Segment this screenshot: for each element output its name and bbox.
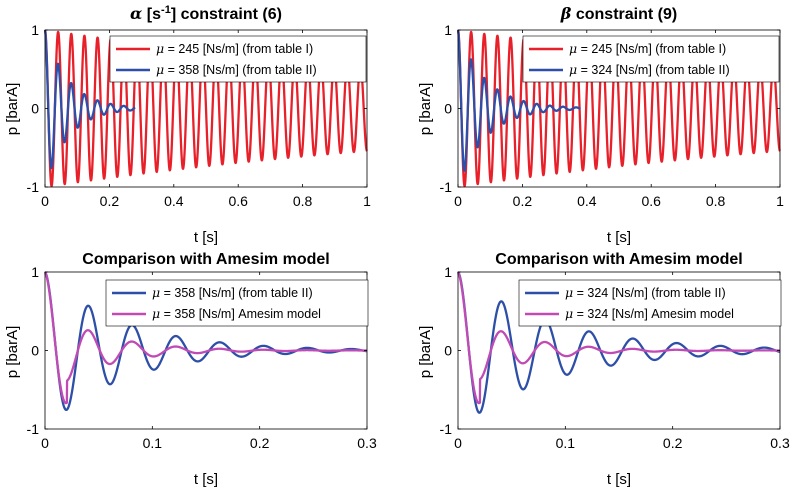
legend: μ = 245 [Ns/m] (from table I) μ = 358 [N… xyxy=(109,35,367,83)
legend-label: = 245 [Ns/m] (from table I) xyxy=(164,42,313,56)
x-tick-label: 0.6 xyxy=(228,193,248,209)
subplot-alpha-constraint: α [s-1] constraint (6) 0 0.2 0.4 0.6 0.8 1-10… xyxy=(4,4,371,246)
chart-title: Comparison with Amesim model xyxy=(495,251,742,268)
y-tick-label: -1 xyxy=(440,421,453,437)
legend-entry: μ = 358 [Ns/m] (from table II) xyxy=(152,285,313,300)
x-axis-label: t [s] xyxy=(607,471,631,488)
x-axis-label: t [s] xyxy=(194,471,218,488)
legend-label: = 324 [Ns/m] Amesim model xyxy=(573,307,734,321)
legend-label: = 324 [Ns/m] (from table II) xyxy=(577,63,729,77)
series-line-1 xyxy=(457,271,781,405)
x-tick-label: 0 xyxy=(454,435,462,451)
legend-entry: μ = 358 [Ns/m] (from table II) xyxy=(156,62,317,77)
x-tick-label: 0.3 xyxy=(770,435,790,451)
y-tick-label: 0 xyxy=(444,101,452,117)
legend-mu: μ xyxy=(152,285,160,300)
subplot-amesim-comparison-358: Comparison with Amesim model 0 0.1 0.2 0.3 -… xyxy=(4,251,377,488)
x-tick-label: 0.4 xyxy=(577,193,597,209)
legend-label: = 245 [Ns/m] (from table I) xyxy=(577,42,726,56)
legend: μ = 358 [Ns/m] (from table II) μ = 358 [… xyxy=(105,279,369,327)
legend-mu: μ xyxy=(565,285,573,300)
chart-title: Comparison with Amesim model xyxy=(82,251,329,268)
x-tick-label: 0.2 xyxy=(663,435,683,451)
subplot-beta-constraint: β constraint (9) 0 0.2 0.4 0.6 0.8 1-101 t [s… xyxy=(417,4,784,246)
legend-mu: μ xyxy=(569,62,577,77)
y-axis-label: p [barA] xyxy=(4,326,21,379)
x-tick-label: 0.2 xyxy=(250,435,270,451)
plot-area: 0 0.2 0.4 0.6 0.8 1-101 xyxy=(27,22,372,209)
legend-mu: μ xyxy=(569,41,577,56)
title-part: ] constraint (6) xyxy=(171,6,282,23)
y-axis-label: p [barA] xyxy=(4,83,21,136)
legend-box xyxy=(109,35,367,83)
legend-box xyxy=(522,35,780,83)
y-tick-label: -1 xyxy=(27,421,40,437)
x-tick-label: 0 xyxy=(41,435,49,451)
legend-label: = 324 [Ns/m] (from table II) xyxy=(573,286,725,300)
y-tick-label: 0 xyxy=(31,101,39,117)
x-tick-label: 0.6 xyxy=(641,193,661,209)
legend-entry: μ = 324 [Ns/m] (from table II) xyxy=(569,62,730,77)
x-tick-label: 0.8 xyxy=(706,193,726,209)
legend-entry: μ = 324 [Ns/m] Amesim model xyxy=(565,306,734,321)
legend-label: = 358 [Ns/m] (from table II) xyxy=(160,286,312,300)
series-line-0 xyxy=(456,29,781,188)
chart-title: α [s-1] constraint (6) xyxy=(130,4,282,23)
legend-entry: μ = 324 [Ns/m] (from table II) xyxy=(565,285,726,300)
y-tick-label: 0 xyxy=(444,343,452,359)
legend-entry: μ = 245 [Ns/m] (from table I) xyxy=(156,41,313,56)
y-axis-label: p [barA] xyxy=(417,83,434,136)
legend-mu: μ xyxy=(152,306,160,321)
legend-label: = 358 [Ns/m] (from table II) xyxy=(164,63,316,77)
title-part: constraint (9) xyxy=(571,6,677,23)
plot-area: 0 0.1 0.2 0.3-101 xyxy=(440,264,790,451)
title-greek-alpha: α xyxy=(130,4,142,23)
legend-box xyxy=(518,279,782,327)
x-tick-label: 1 xyxy=(363,193,371,209)
x-tick-label: 0.2 xyxy=(100,193,120,209)
legend-entry: μ = 358 [Ns/m] Amesim model xyxy=(152,306,321,321)
y-tick-label: -1 xyxy=(440,179,453,195)
chart-title: β constraint (9) xyxy=(560,4,677,23)
x-tick-label: 0 xyxy=(454,193,462,209)
series-line-1 xyxy=(456,29,582,172)
x-tick-label: 0.4 xyxy=(164,193,184,209)
series-line-1 xyxy=(43,29,137,170)
x-tick-label: 0.8 xyxy=(293,193,313,209)
y-axis-label: p [barA] xyxy=(417,326,434,379)
y-tick-label: 1 xyxy=(444,22,452,38)
legend-box xyxy=(105,279,369,327)
legend: μ = 324 [Ns/m] (from table II) μ = 324 [… xyxy=(518,279,782,327)
x-axis-label: t [s] xyxy=(607,229,631,246)
x-tick-label: 0.2 xyxy=(513,193,533,209)
legend-mu: μ xyxy=(156,41,164,56)
y-tick-label: 1 xyxy=(31,264,39,280)
x-tick-label: 0.1 xyxy=(556,435,576,451)
plot-area: 0 0.1 0.2 0.3-101 xyxy=(27,264,377,451)
title-part: [s xyxy=(142,6,161,23)
series-line-0 xyxy=(457,271,781,414)
legend-mu: μ xyxy=(565,306,573,321)
legend: μ = 245 [Ns/m] (from table I) μ = 324 [N… xyxy=(522,35,780,83)
x-axis-label: t [s] xyxy=(194,229,218,246)
y-tick-label: 0 xyxy=(31,343,39,359)
x-tick-label: 0.1 xyxy=(143,435,163,451)
y-tick-label: 1 xyxy=(444,264,452,280)
plot-area: 0 0.2 0.4 0.6 0.8 1-101 xyxy=(440,22,785,209)
x-tick-label: 1 xyxy=(776,193,784,209)
x-tick-label: 0.3 xyxy=(357,435,377,451)
series-line-1 xyxy=(44,271,368,405)
x-tick-label: 0 xyxy=(41,193,49,209)
title-superscript: -1 xyxy=(161,4,171,16)
legend-label: = 358 [Ns/m] Amesim model xyxy=(160,307,321,321)
legend-mu: μ xyxy=(156,62,164,77)
y-tick-label: -1 xyxy=(27,179,40,195)
series-line-0 xyxy=(43,29,368,188)
series-line-0 xyxy=(44,271,368,412)
title-greek-beta: β xyxy=(560,4,572,23)
legend-entry: μ = 245 [Ns/m] (from table I) xyxy=(569,41,726,56)
y-tick-label: 1 xyxy=(31,22,39,38)
subplot-amesim-comparison-324: Comparison with Amesim model 0 0.1 0.2 0.3 -… xyxy=(417,251,790,488)
